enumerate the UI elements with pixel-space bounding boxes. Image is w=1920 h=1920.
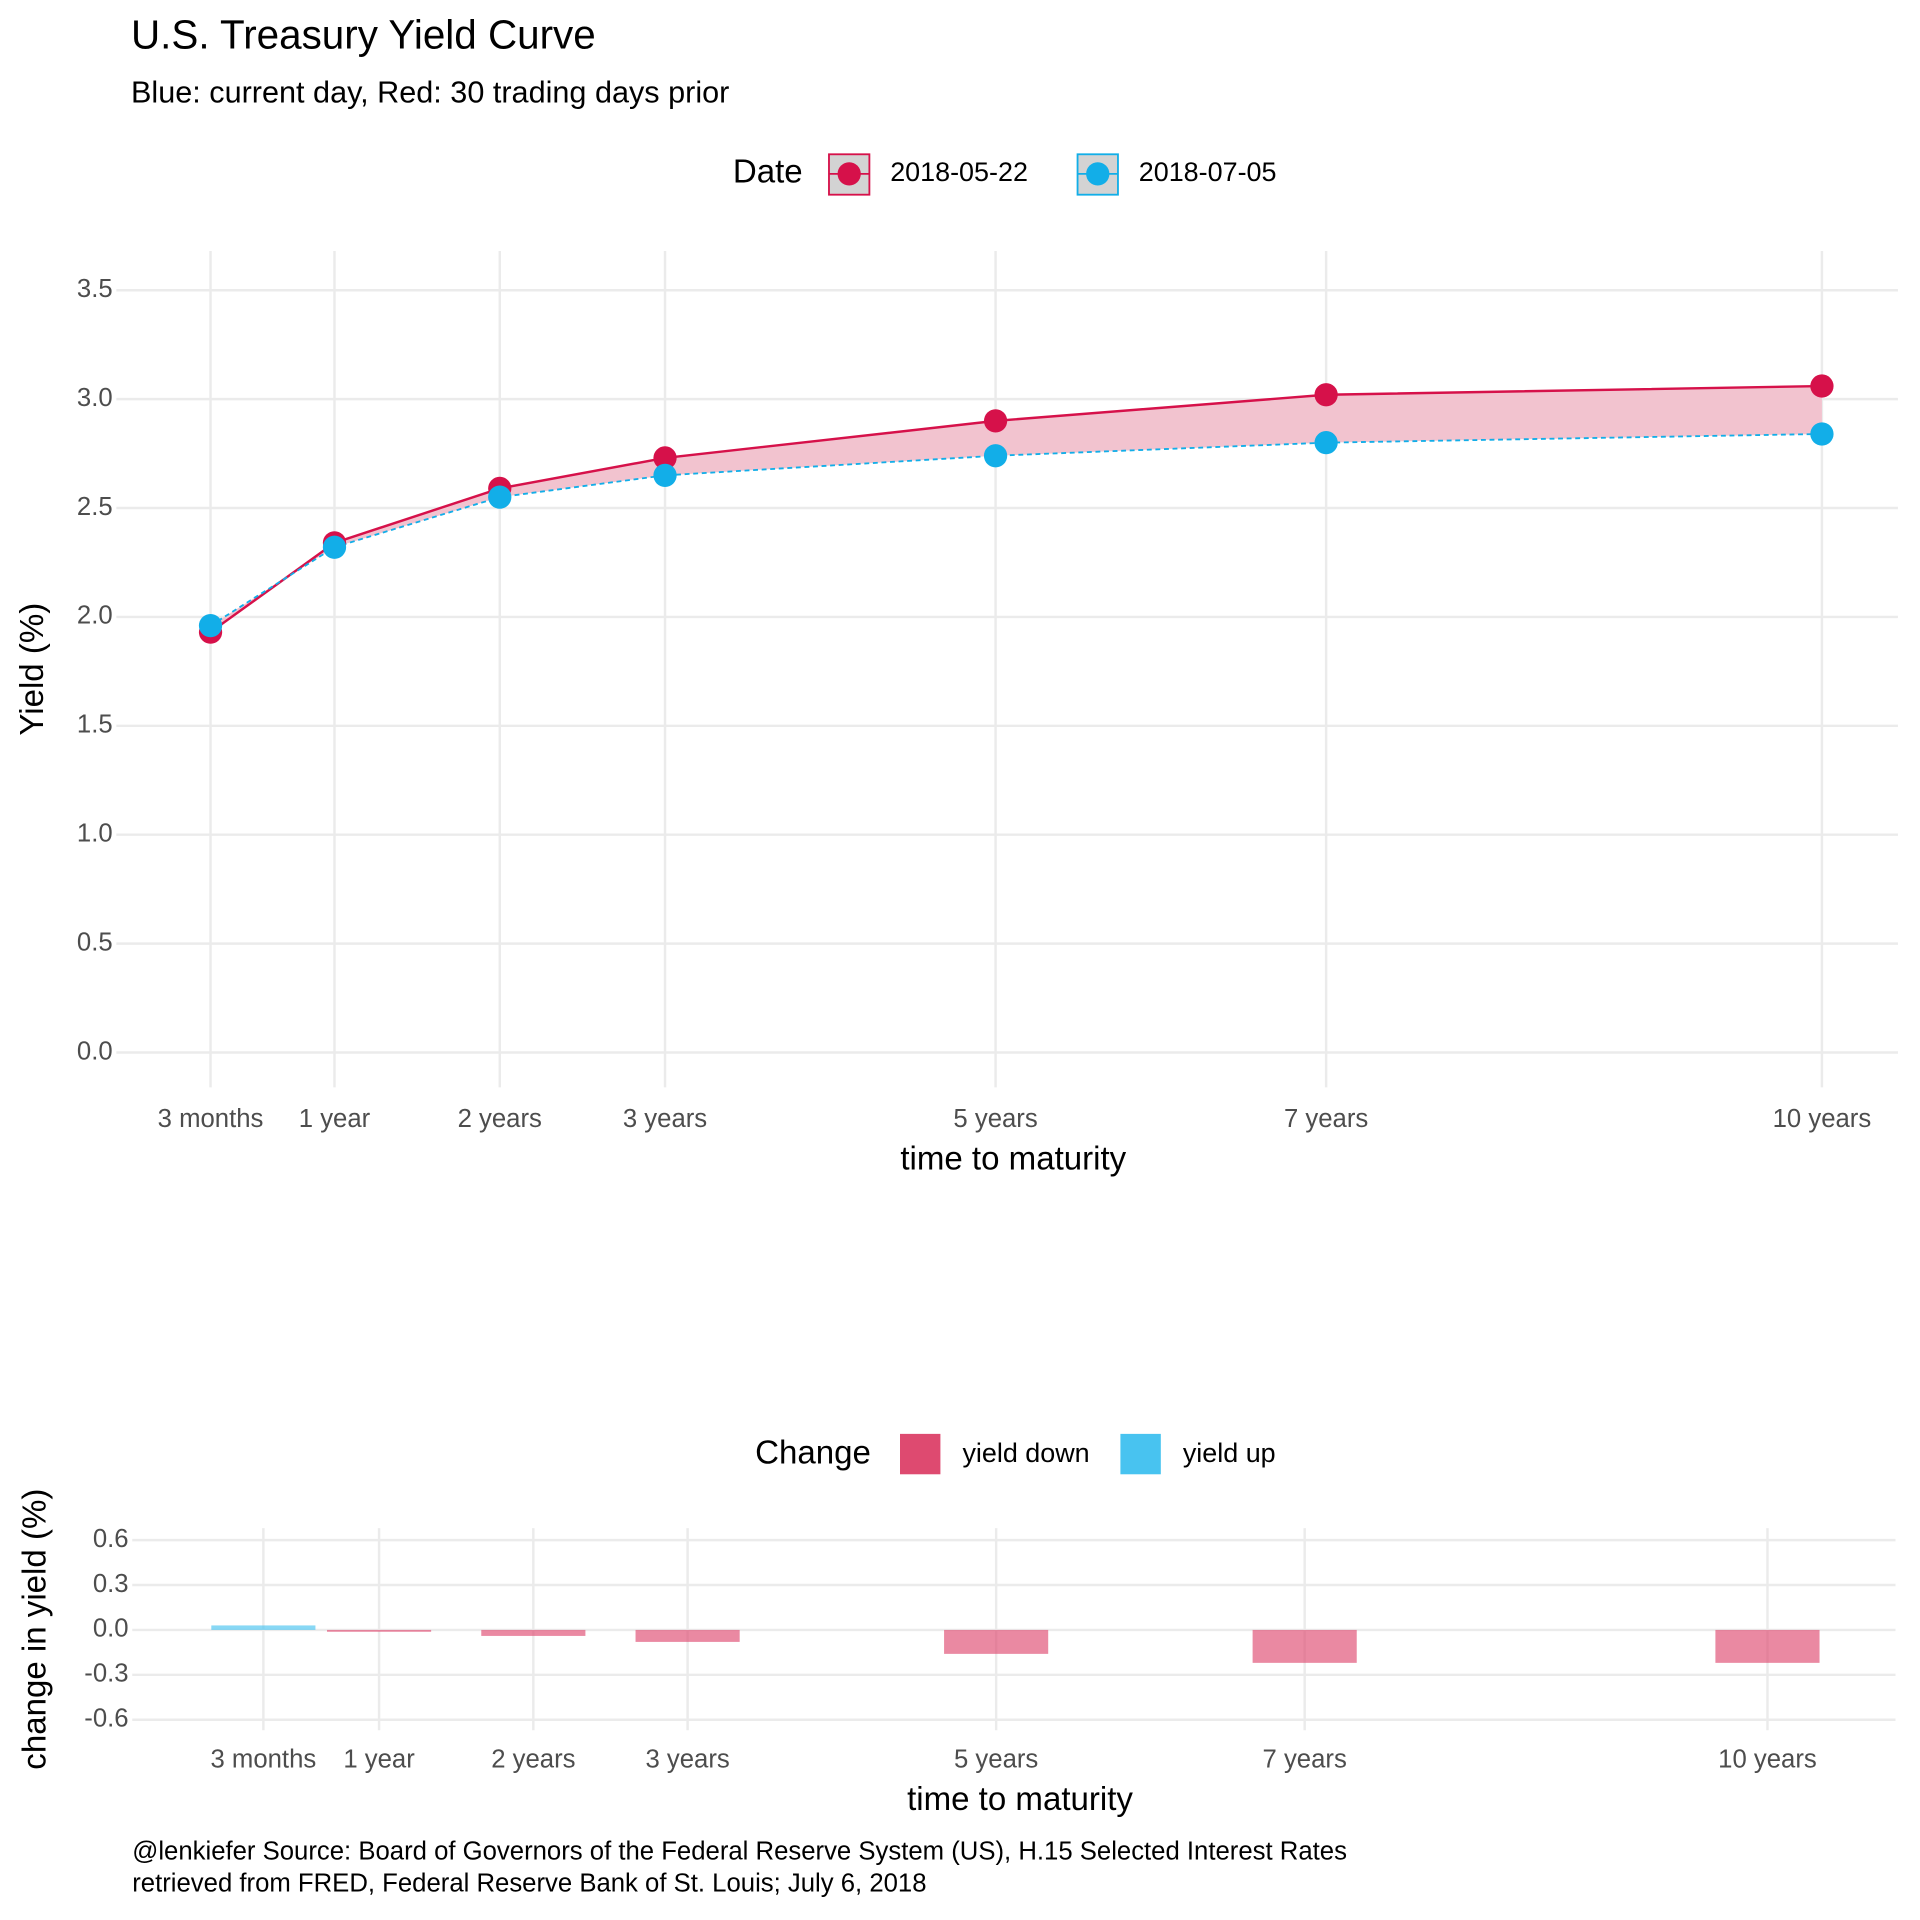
- x-tick-label: 1 year: [299, 1105, 371, 1133]
- legend-label: 2018-07-05: [1139, 157, 1277, 187]
- point: [488, 485, 512, 509]
- bar: [211, 1625, 316, 1630]
- y-tick-label: 3.0: [77, 384, 113, 412]
- y-tick-label: 0.5: [77, 928, 113, 956]
- legend-key: [900, 1433, 941, 1475]
- bar: [327, 1629, 432, 1632]
- y-tick-label: 0.6: [93, 1525, 129, 1553]
- x-tick-label: 7 years: [1263, 1746, 1347, 1774]
- legend-title: Date: [733, 154, 803, 191]
- y-tick-label: -0.6: [84, 1705, 128, 1733]
- legend-key: [1120, 1433, 1161, 1475]
- bar: [481, 1629, 586, 1636]
- point: [1810, 422, 1834, 446]
- point: [1314, 383, 1338, 407]
- y-tick-label: 0.0: [93, 1615, 129, 1643]
- x-tick-label: 2 years: [491, 1746, 575, 1774]
- y-tick-label: 2.0: [77, 602, 113, 630]
- y-tick-label: 3.5: [77, 275, 113, 303]
- legend-label: 2018-05-22: [890, 157, 1028, 187]
- x-tick-label: 7 years: [1284, 1105, 1368, 1133]
- legend-label: yield up: [1183, 1438, 1276, 1468]
- legend-title: Change: [755, 1434, 871, 1471]
- legend-label: yield down: [962, 1438, 1089, 1468]
- legend-key-point: [1086, 162, 1110, 186]
- x-tick-label: 3 years: [623, 1105, 707, 1133]
- bar: [635, 1629, 740, 1642]
- chart-subtitle: Blue: current day, Red: 30 trading days …: [131, 75, 729, 109]
- y-tick-label: 1.0: [77, 820, 113, 848]
- y-tick-label: 0.0: [77, 1037, 113, 1065]
- x-tick-label: 3 months: [158, 1105, 264, 1133]
- legend-key-point: [837, 162, 861, 186]
- x-tick-label: 5 years: [953, 1105, 1037, 1133]
- x-tick-label: 3 years: [645, 1746, 729, 1774]
- point: [983, 409, 1008, 433]
- y-axis-title: Yield (%): [14, 603, 51, 736]
- bar: [944, 1629, 1049, 1654]
- y-tick-label: 2.5: [77, 493, 113, 521]
- x-tick-label: 3 months: [211, 1746, 317, 1774]
- x-tick-label: 1 year: [343, 1746, 415, 1774]
- y-tick-label: 0.3: [93, 1570, 129, 1598]
- bar: [1715, 1629, 1820, 1663]
- point: [198, 613, 223, 638]
- point: [322, 535, 347, 559]
- x-tick-label: 2 years: [458, 1105, 542, 1133]
- x-tick-label: 10 years: [1718, 1746, 1817, 1774]
- chart-title: U.S. Treasury Yield Curve: [131, 12, 596, 58]
- point: [983, 444, 1008, 468]
- caption: retrieved from FRED, Federal Reserve Ban…: [132, 1869, 926, 1897]
- point: [653, 446, 677, 470]
- x-axis-title: time to maturity: [907, 1781, 1133, 1818]
- point: [1314, 431, 1338, 455]
- x-axis-title: time to maturity: [900, 1141, 1126, 1178]
- point: [653, 463, 677, 487]
- y-tick-label: -0.3: [84, 1660, 128, 1688]
- x-tick-label: 10 years: [1773, 1105, 1872, 1133]
- y-tick-label: 1.5: [77, 711, 113, 739]
- ribbon: [210, 386, 1822, 633]
- x-tick-label: 5 years: [954, 1746, 1038, 1774]
- caption: @lenkiefer Source: Board of Governors of…: [132, 1837, 1347, 1865]
- y-axis-title: change in yield (%): [16, 1489, 53, 1770]
- bar: [1252, 1629, 1357, 1663]
- point: [1810, 374, 1834, 398]
